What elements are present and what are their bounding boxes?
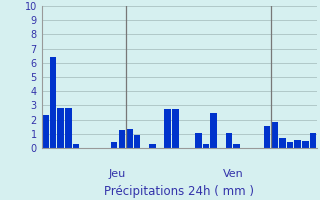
Bar: [271, 122, 278, 148]
Bar: [203, 144, 209, 148]
Bar: [58, 108, 64, 148]
Text: Jeu: Jeu: [108, 169, 125, 179]
Bar: [172, 109, 179, 148]
Bar: [42, 115, 49, 148]
Bar: [195, 133, 202, 148]
Bar: [302, 141, 308, 148]
Bar: [264, 126, 270, 148]
Bar: [126, 129, 133, 148]
Text: Ven: Ven: [223, 169, 244, 179]
Text: Précipitations 24h ( mm ): Précipitations 24h ( mm ): [104, 186, 254, 198]
Bar: [119, 130, 125, 148]
Bar: [310, 133, 316, 148]
Bar: [73, 144, 79, 148]
Bar: [210, 112, 217, 148]
Bar: [149, 144, 156, 148]
Bar: [294, 140, 301, 148]
Bar: [279, 138, 286, 148]
Bar: [164, 109, 171, 148]
Bar: [287, 142, 293, 148]
Bar: [233, 144, 240, 148]
Bar: [111, 142, 117, 148]
Bar: [50, 57, 56, 148]
Bar: [226, 133, 232, 148]
Bar: [65, 108, 72, 148]
Bar: [134, 135, 140, 148]
